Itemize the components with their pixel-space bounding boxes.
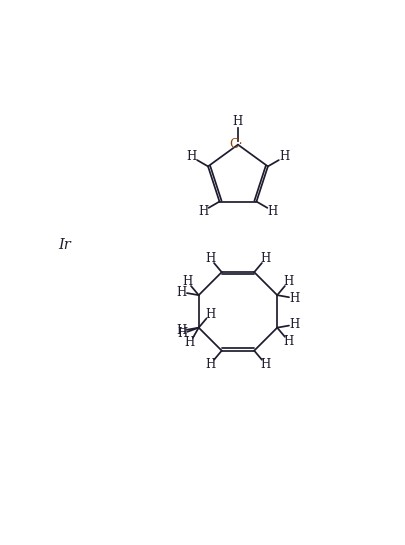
Text: H: H [278,150,289,164]
Text: H: H [205,252,215,265]
Text: H: H [198,204,208,217]
Text: H: H [289,292,299,305]
Text: H: H [283,275,293,288]
Text: H: H [267,204,277,217]
Text: H: H [205,358,215,371]
Text: H: H [184,336,194,349]
Text: H: H [176,286,186,299]
Text: H: H [283,335,293,348]
Text: C·: C· [229,138,243,151]
Text: H: H [205,308,215,320]
Text: H: H [177,327,187,340]
Text: H: H [289,318,299,331]
Text: H: H [182,275,192,288]
Text: H: H [186,150,196,164]
Text: H: H [260,358,271,371]
Text: H: H [232,115,243,128]
Text: Ir: Ir [58,238,71,252]
Text: H: H [176,324,186,337]
Text: H: H [260,252,271,265]
